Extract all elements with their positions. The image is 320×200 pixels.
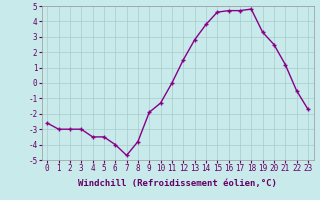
X-axis label: Windchill (Refroidissement éolien,°C): Windchill (Refroidissement éolien,°C) [78, 179, 277, 188]
